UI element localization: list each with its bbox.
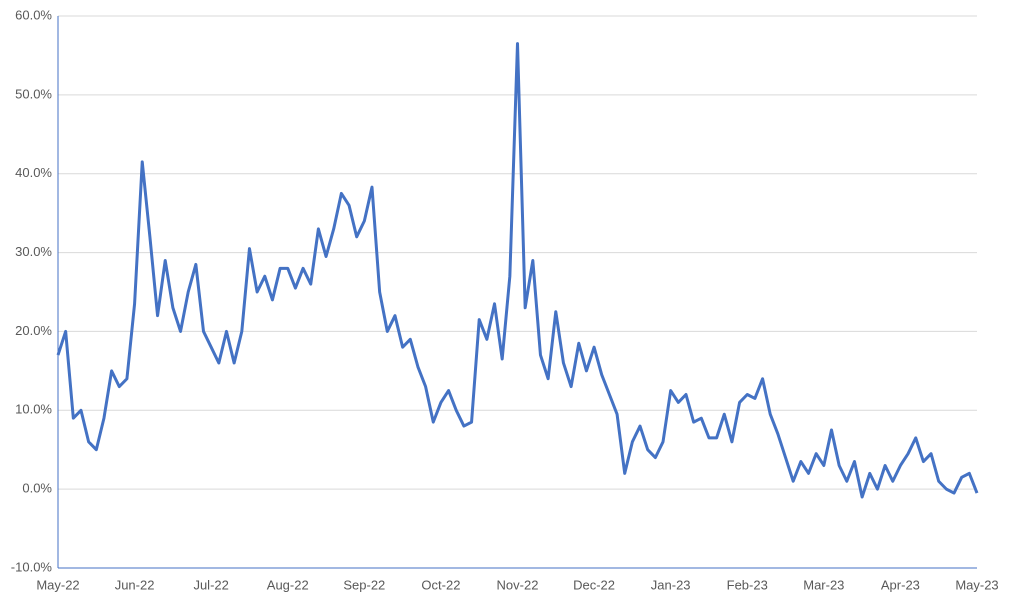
y-tick-label: -10.0% <box>11 559 53 574</box>
x-tick-label: Jul-22 <box>193 577 228 592</box>
x-tick-label: Apr-23 <box>881 577 920 592</box>
x-tick-label: Sep-22 <box>343 577 385 592</box>
y-tick-label: 20.0% <box>15 323 52 338</box>
x-tick-label: Mar-23 <box>803 577 844 592</box>
y-tick-label: 0.0% <box>22 481 52 496</box>
y-tick-label: 60.0% <box>15 7 52 22</box>
y-tick-label: 10.0% <box>15 402 52 417</box>
x-tick-label: May-23 <box>955 577 998 592</box>
y-tick-label: 40.0% <box>15 165 52 180</box>
x-tick-label: Aug-22 <box>267 577 309 592</box>
data-line <box>56 42 979 499</box>
y-tick-label: 50.0% <box>15 86 52 101</box>
x-tick-label: Oct-22 <box>421 577 460 592</box>
x-tick-label: Nov-22 <box>497 577 539 592</box>
x-tick-label: Jan-23 <box>651 577 691 592</box>
x-tick-label: Feb-23 <box>727 577 768 592</box>
y-tick-label: 30.0% <box>15 244 52 259</box>
x-tick-label: Dec-22 <box>573 577 615 592</box>
x-tick-label: Jun-22 <box>115 577 155 592</box>
x-tick-label: May-22 <box>36 577 79 592</box>
